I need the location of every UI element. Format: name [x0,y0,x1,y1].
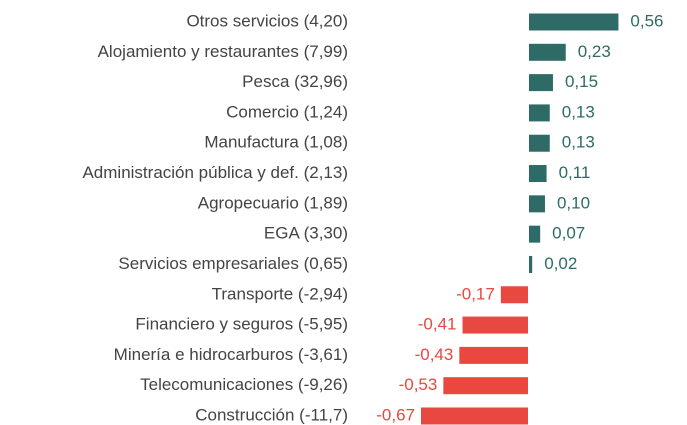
value-label: -0,53 [399,375,438,394]
bar [462,316,528,334]
bar [529,104,550,122]
category-label: Minería e hidrocarburos (-3,61) [114,345,348,364]
bar [443,377,528,395]
category-label: Transporte (-2,94) [212,284,348,303]
bar [421,407,528,425]
value-label: -0,67 [376,405,415,424]
value-label: -0,17 [456,284,495,303]
value-label: 0,15 [565,72,598,91]
bar [529,134,550,152]
category-label: Agropecuario (1,89) [198,193,348,212]
category-label: Alojamiento y restaurantes (7,99) [98,42,348,61]
value-label: 0,11 [559,163,591,182]
category-label: Financiero y seguros (-5,95) [135,315,348,334]
category-label: Pesca (32,96) [242,72,348,91]
value-label: 0,02 [544,254,577,273]
value-label: 0,13 [562,133,595,152]
category-label: Administración pública y def. (2,13) [82,163,348,182]
bar [500,286,528,304]
value-label: -0,41 [418,315,457,334]
category-label: Manufactura (1,08) [204,133,348,152]
category-label: EGA (3,30) [264,224,348,243]
value-label: 0,07 [552,224,585,243]
bar [459,346,528,364]
value-label: 0,56 [630,11,663,30]
bar [529,43,566,61]
bar [529,13,619,31]
category-label: Servicios empresariales (0,65) [118,254,348,273]
category-label: Construcción (-11,7) [195,405,348,424]
category-label: Otros servicios (4,20) [186,11,348,30]
bar [529,165,547,183]
category-label: Telecomunicaciones (-9,26) [140,375,348,394]
value-label: 0,13 [562,102,595,121]
value-label: -0,43 [415,345,454,364]
bar [529,255,533,273]
value-label: 0,23 [578,42,611,61]
category-label: Comercio (1,24) [226,102,348,121]
bar [529,195,545,213]
value-label: 0,10 [557,193,590,212]
bar [529,74,553,92]
bar [529,225,541,243]
